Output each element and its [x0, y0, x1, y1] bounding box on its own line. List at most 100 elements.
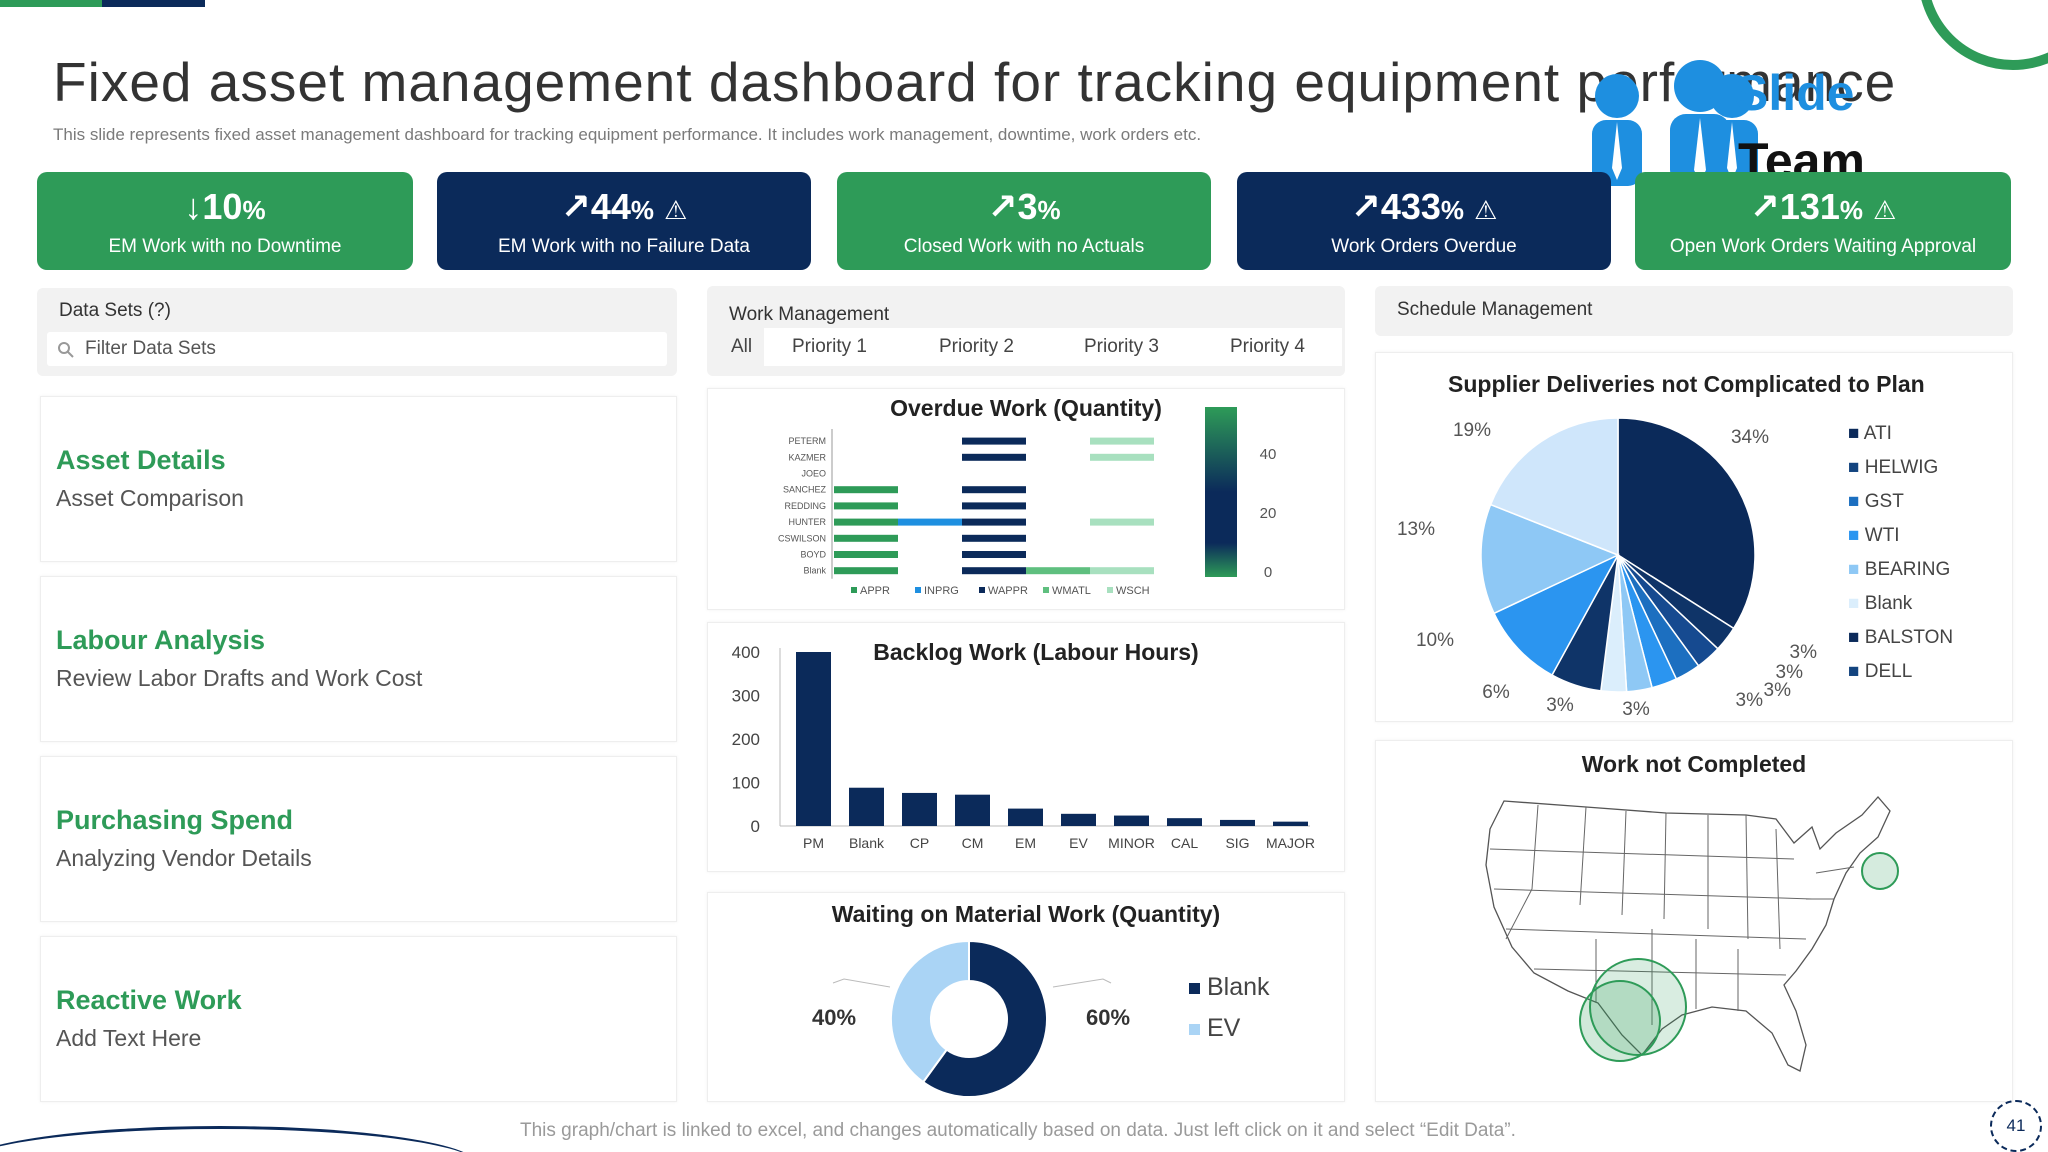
tab-priority-2[interactable]: Priority 2: [939, 336, 1014, 357]
kpi-label: EM Work with no Downtime: [108, 236, 342, 257]
legend-item: ■ GST: [1848, 491, 1904, 512]
filter-datasets-input[interactable]: Filter Data Sets: [47, 332, 667, 366]
overdue-work-card: Overdue Work (Quantity) PETERM KAZMER JOEO…: [707, 388, 1345, 610]
warning-icon: ⚠: [1873, 195, 1897, 225]
page-title: Fixed asset management dashboard for tra…: [53, 51, 1897, 113]
bar-wappr: [962, 534, 1026, 542]
schedule-management-title: Schedule Management: [1397, 299, 1593, 320]
legend-label: INPRG: [924, 585, 959, 597]
tab-all[interactable]: All: [731, 336, 753, 357]
datasets-panel: Data Sets (?) Filter Data Sets: [37, 288, 677, 376]
tab-priority-4[interactable]: Priority 4: [1230, 336, 1305, 357]
legend-item: ■ Blank: [1848, 593, 1913, 614]
schedule-management-panel: Schedule Management: [1375, 286, 2013, 336]
dataset-card-labour-analysis[interactable]: Labour Analysis Review Labor Drafts and …: [40, 576, 677, 742]
bar-wappr: [962, 502, 1026, 510]
kpi-unit: %: [1839, 195, 1864, 225]
waiting-material-card: Waiting on Material Work (Quantity) 60% 4…: [707, 892, 1345, 1102]
backlog-work-chart: 0 100 200 300 400 PM Blank CP CM EM EV MINOR CAL SIG M…: [732, 643, 1315, 851]
kpi-label: Closed Work with no Actuals: [903, 236, 1145, 257]
category-label: Blank: [803, 566, 826, 576]
pie-value-label: 3%: [1736, 690, 1764, 711]
dataset-card-subtitle: Analyzing Vendor Details: [56, 845, 312, 871]
work-not-completed-card: Work not Completed: [1375, 740, 2013, 1102]
x-tick-label: Blank: [849, 835, 885, 851]
pie-value-label: 19%: [1453, 420, 1491, 441]
x-tick-label: PM: [803, 835, 824, 851]
tab-priority-1[interactable]: Priority 1: [792, 336, 867, 357]
dataset-card-title: Reactive Work: [56, 985, 242, 1015]
kpi-open-waiting-approval: ↗131% ⚠ Open Work Orders Waiting Approva…: [1635, 172, 2011, 270]
bar-pm: [796, 652, 831, 826]
y-tick-label: 300: [732, 687, 760, 706]
kpi-value: 44: [590, 186, 631, 227]
pie-slice: [1617, 417, 1756, 630]
filter-placeholder: Filter Data Sets: [85, 338, 216, 359]
kpi-arrow-icon: ↓: [184, 186, 203, 227]
pie-value-label: 13%: [1397, 519, 1435, 540]
bar-inprg: [898, 518, 962, 526]
kpi-work-orders-overdue: ↗433% ⚠ Work Orders Overdue: [1237, 172, 1611, 270]
legend-item: ■ DELL: [1848, 661, 1913, 682]
kpi-unit: %: [1440, 195, 1465, 225]
y-tick-label: 200: [732, 730, 760, 749]
tab-priority-3[interactable]: Priority 3: [1084, 336, 1159, 357]
y-tick-label: 0: [751, 817, 760, 836]
x-tick-label: CAL: [1171, 835, 1198, 851]
bar-wsch: [1090, 518, 1154, 526]
kpi-closed-no-actuals: ↗3% Closed Work with no Actuals: [837, 172, 1211, 270]
kpi-value: 433: [1380, 186, 1441, 227]
bar-wmatl: [1026, 567, 1090, 575]
bar-blank: [849, 787, 884, 826]
logo-text-slide: Slide: [1735, 65, 1855, 121]
donut-value-label: 60%: [1086, 1005, 1130, 1030]
kpi-label: Work Orders Overdue: [1331, 236, 1517, 257]
kpi-label: Open Work Orders Waiting Approval: [1669, 236, 1977, 257]
top-accent-navy: [102, 0, 205, 7]
pie-value-label: 6%: [1482, 682, 1510, 703]
warning-icon: ⚠: [1474, 195, 1498, 225]
category-label: REDDING: [784, 501, 826, 511]
bar-wsch: [1090, 453, 1154, 461]
map-title: Work not Completed: [1581, 751, 1807, 777]
bar-ev: [1061, 813, 1096, 826]
supplier-chart-title: Supplier Deliveries not Complicated to P…: [1448, 371, 1925, 397]
kpi-value: 131: [1779, 186, 1840, 227]
y-tick-label: 100: [732, 774, 760, 793]
dataset-card-purchasing-spend[interactable]: Purchasing Spend Analyzing Vendor Detail…: [40, 756, 677, 922]
category-label: HUNTER: [789, 517, 827, 527]
donut-value-label: 40%: [812, 1005, 856, 1030]
legend-item: ■ BEARING: [1848, 559, 1951, 580]
x-tick-label: EM: [1015, 835, 1036, 851]
overdue-chart-title: Overdue Work (Quantity): [890, 395, 1162, 421]
bar-appr: [834, 534, 898, 542]
map-bubble-large: [1589, 958, 1687, 1056]
category-label: PETERM: [788, 436, 826, 446]
legend-item: ■ WTI: [1848, 525, 1900, 546]
bar-cal: [1167, 818, 1202, 826]
category-label: KAZMER: [788, 452, 826, 462]
bar-minor: [1114, 815, 1149, 826]
search-icon: [58, 342, 74, 358]
color-scale-tick: 0: [1264, 564, 1272, 581]
kpi-arrow-icon: ↗: [1350, 186, 1381, 227]
overdue-work-chart: PETERM KAZMER JOEO SANCHEZ REDDING HUNTER CSWI…: [778, 407, 1276, 597]
warning-icon: ⚠: [664, 195, 688, 225]
top-accent-green: [0, 0, 102, 7]
page-number: 41: [1990, 1100, 2042, 1152]
kpi-em-no-failure-data: ↗44% ⚠ EM Work with no Failure Data: [437, 172, 811, 270]
bar-appr: [834, 486, 898, 494]
legend-swatch: [1107, 587, 1113, 593]
bar-cm: [955, 794, 990, 826]
pie-value-label: 34%: [1731, 427, 1769, 448]
dataset-card-reactive-work[interactable]: Reactive Work Add Text Here: [40, 936, 677, 1102]
corner-arc-decoration: [1918, 0, 2048, 70]
x-tick-label: CP: [910, 835, 929, 851]
bar-wappr: [962, 453, 1026, 461]
category-label: BOYD: [800, 550, 826, 560]
bar-sig: [1220, 819, 1255, 826]
kpi-unit: %: [1037, 195, 1061, 225]
legend-label: WAPPR: [988, 585, 1028, 597]
dataset-card-asset-details[interactable]: Asset Details Asset Comparison: [40, 396, 677, 562]
kpi-label: EM Work with no Failure Data: [497, 236, 750, 257]
